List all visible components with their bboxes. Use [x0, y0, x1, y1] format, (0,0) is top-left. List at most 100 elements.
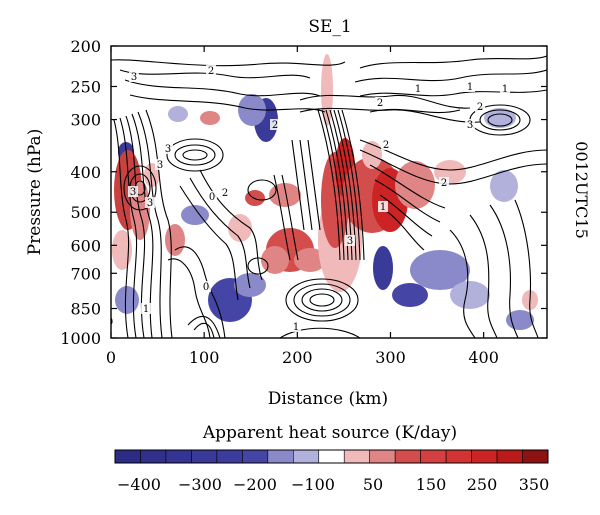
contour-line [489, 204, 519, 338]
contour-line [285, 278, 359, 322]
colorbar-frame [114, 449, 549, 464]
y-tick-label: 500 [70, 203, 101, 222]
contour-label-text: 3 [147, 198, 153, 209]
colorbar-swatch [267, 449, 294, 464]
contour-label: 1 [465, 81, 475, 93]
contour-line [333, 109, 357, 261]
x-tick-label: 300 [375, 348, 406, 367]
contour-line [384, 209, 425, 251]
contour-line [131, 113, 154, 338]
contour-label-text: 1 [293, 322, 299, 333]
contour-label-text: 2 [383, 140, 389, 151]
contour-label-text: 3 [467, 120, 473, 131]
contour-label: 2 [375, 97, 385, 109]
contour-line [273, 174, 291, 261]
positive-region [165, 224, 185, 256]
colorbar-tick-label: −300 [178, 475, 222, 494]
contour-line [281, 174, 299, 261]
contour-label-text: 3 [130, 187, 136, 198]
negative-region [168, 106, 188, 122]
contour-line [469, 214, 498, 338]
colorbar-swatch [394, 449, 421, 464]
colorbar-tick-label: −200 [233, 475, 277, 494]
colorbar-tick-label: 50 [363, 475, 383, 494]
y-tick-label: 850 [70, 300, 101, 319]
contour-label-text: 1 [143, 304, 149, 315]
shaded-heat-source-fields [112, 54, 538, 330]
positive-region [395, 161, 435, 209]
y-tick-label: 250 [70, 77, 101, 96]
contour-line [124, 79, 321, 97]
y-tick-label: 400 [70, 163, 101, 182]
colorbar-swatch [191, 449, 218, 464]
contour-line [279, 327, 361, 338]
x-tick-label: 0 [106, 348, 116, 367]
contour-label: 1 [378, 201, 388, 213]
contour-label: 2 [381, 139, 391, 151]
contour-line [247, 257, 269, 275]
negative-region [234, 273, 266, 297]
colorbar-swatch [420, 449, 447, 464]
contour-label: 3 [129, 71, 139, 83]
contour-label: 0 [111, 316, 115, 328]
x-tick-label: 400 [468, 348, 499, 367]
contour-line [321, 109, 345, 261]
contour-line [129, 94, 326, 113]
contour-line [359, 89, 547, 97]
contour-label: 2 [206, 65, 216, 77]
colorbar-swatch [140, 449, 167, 464]
negative-region [181, 205, 209, 225]
contour-label: 2 [270, 119, 280, 131]
contour-line [247, 179, 277, 201]
contour-line [487, 113, 513, 127]
colorbar-tick-label: −100 [291, 475, 335, 494]
contour-label-text: 1 [415, 84, 421, 95]
contour-line [379, 194, 433, 237]
contour-line [119, 69, 311, 79]
contour-label: 3 [345, 235, 355, 247]
contour-line [166, 138, 224, 172]
contour-label: 1 [413, 83, 423, 95]
contour-line [174, 144, 216, 166]
colorbar-swatch [242, 449, 269, 464]
contour-line [309, 293, 335, 307]
negative-region [484, 108, 516, 128]
contour-label: 0 [201, 281, 211, 293]
negative-region [450, 281, 490, 309]
colorbar-tick-label: 350 [519, 475, 550, 494]
contour-label-text: 2 [272, 120, 278, 131]
contour-label: 1 [291, 321, 301, 333]
contour-label-text: 1 [502, 84, 508, 95]
contour-line [317, 109, 341, 261]
contour-line [359, 139, 547, 171]
contour-line [123, 165, 157, 211]
contour-line [119, 117, 138, 338]
contour-label: 2 [439, 177, 449, 189]
contour-line [299, 94, 471, 109]
chart-title: SE_1 [308, 17, 351, 37]
colorbar-tick-label: 150 [416, 475, 447, 494]
contour-line [449, 229, 476, 338]
colorbar-swatch [471, 449, 498, 464]
contour-line [145, 109, 173, 338]
y-tick-label: 200 [70, 37, 101, 56]
contour-label-text: 2 [377, 98, 383, 109]
positive-region [434, 160, 466, 184]
colorbar-swatch [114, 449, 141, 464]
contour-line [299, 107, 481, 123]
contour-line [137, 111, 163, 338]
contour-label-text: 2 [441, 178, 447, 189]
contour-line [354, 69, 547, 83]
colorbar-swatch [318, 449, 345, 464]
contour-line [307, 139, 321, 231]
contour-label: 3 [163, 143, 173, 155]
negative-region [410, 250, 470, 290]
positive-region [245, 190, 265, 206]
contour-label: 2 [475, 101, 485, 113]
contour-line [174, 246, 226, 338]
contour-label-text: 1 [467, 82, 473, 93]
